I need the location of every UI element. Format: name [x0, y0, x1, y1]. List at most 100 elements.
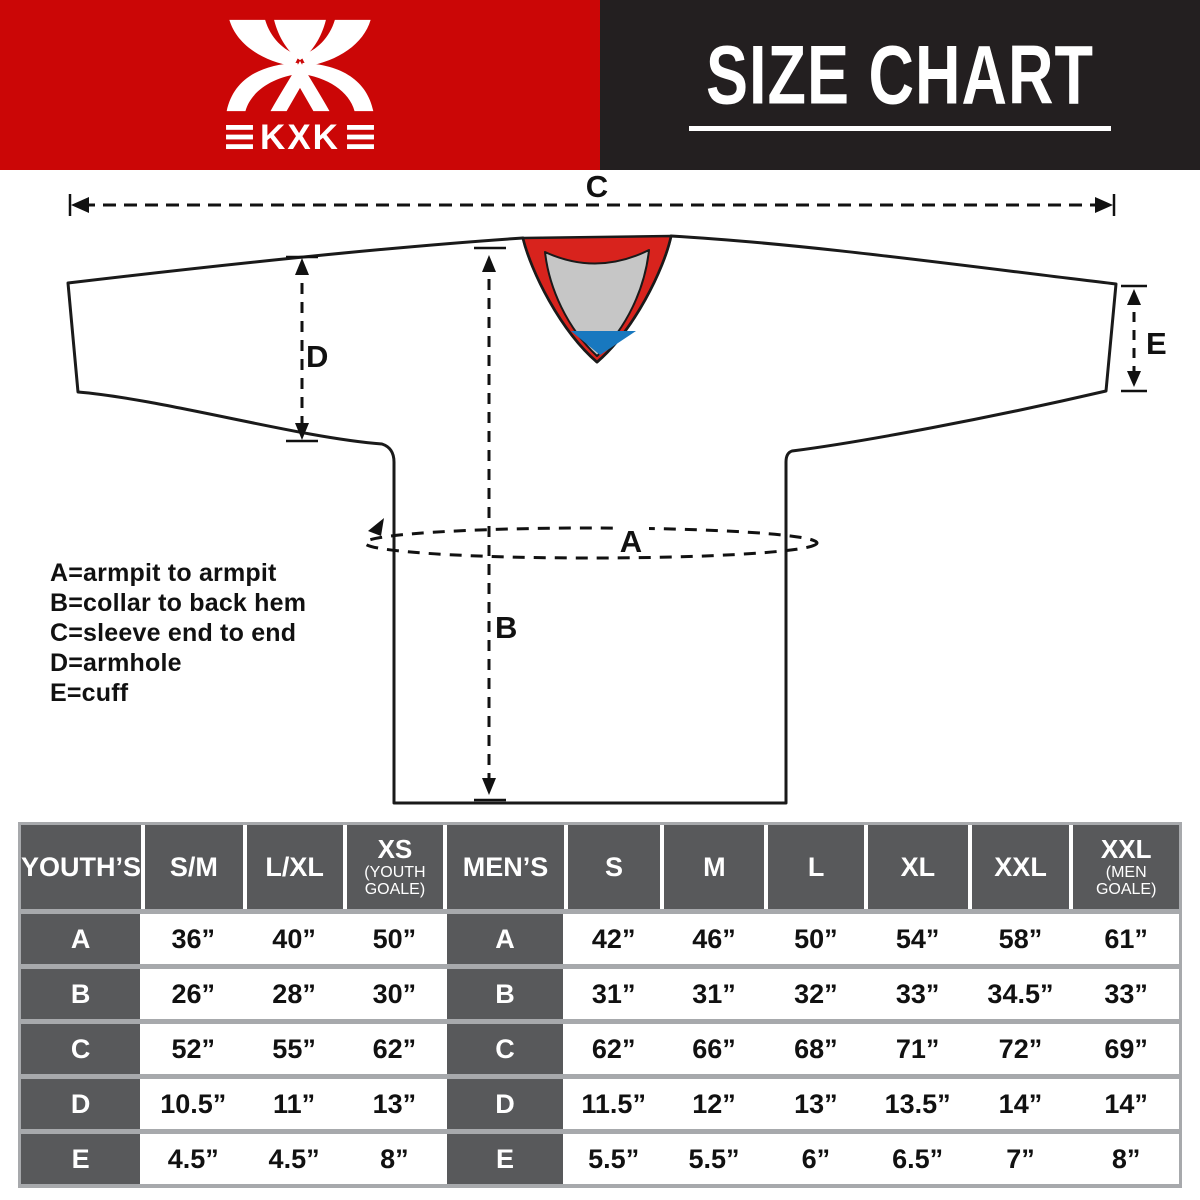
page-title: SIZE CHART: [706, 29, 1094, 122]
triple-bar-icon: [226, 124, 254, 149]
youth-goalie-label: XS: [377, 834, 413, 864]
row-key: B: [446, 969, 564, 1019]
cell: 33”: [1073, 969, 1179, 1019]
label-a-mask: [613, 522, 649, 552]
cell: 31”: [567, 969, 661, 1019]
cell: 11.5”: [567, 1079, 661, 1129]
cell: 62”: [567, 1024, 661, 1074]
cell: 54”: [867, 914, 968, 964]
cell: 13”: [346, 1079, 443, 1129]
arrowhead-ne-icon: [368, 518, 384, 536]
row-key: D: [21, 1079, 141, 1129]
arrowhead-left-icon: [71, 197, 89, 213]
row-key: D: [446, 1079, 564, 1129]
arrowhead-up-icon: [1127, 289, 1141, 305]
cell: 55”: [246, 1024, 342, 1074]
cell: 34.5”: [971, 969, 1070, 1019]
cell: 26”: [144, 969, 243, 1019]
cell: 52”: [144, 1024, 243, 1074]
kxk-emblem-icon: [226, 19, 374, 111]
cell: 8”: [346, 1134, 443, 1184]
measurement-legend: A=armpit to armpit B=collar to back hem …: [50, 558, 306, 708]
arrowhead-right-icon: [1095, 197, 1113, 213]
cell: 8”: [1073, 1134, 1179, 1184]
cell: 12”: [664, 1079, 764, 1129]
cell: 58”: [971, 914, 1070, 964]
legend-line-a: A=armpit to armpit: [50, 559, 277, 587]
cell: 4.5”: [144, 1134, 243, 1184]
men-size-xxl: XXL: [971, 825, 1070, 909]
cell: 40”: [246, 914, 342, 964]
men-goalie-sub: (MEN GOALE): [1095, 864, 1157, 898]
men-size-xl: XL: [867, 825, 968, 909]
row-key: A: [21, 914, 141, 964]
row-key: C: [446, 1024, 564, 1074]
youth-goalie-size: XS (YOUTH GOALE): [346, 825, 444, 909]
men-goalie-size: XXL (MEN GOALE): [1073, 825, 1179, 909]
cell: 30”: [346, 969, 443, 1019]
cell: 6.5”: [867, 1134, 968, 1184]
cell: 10.5”: [144, 1079, 243, 1129]
collar-point: [571, 331, 636, 355]
cell: 69”: [1073, 1024, 1179, 1074]
cell: 32”: [767, 969, 864, 1019]
arrowhead-up-icon: [482, 255, 496, 272]
cell: 50”: [767, 914, 864, 964]
measure-ticks-c: [68, 194, 1116, 216]
cell: 14”: [1073, 1079, 1179, 1129]
label-d: D: [306, 339, 328, 374]
table-header-row: YOUTH’S S/M L/XL XS (YOUTH GOALE) MEN’S …: [21, 825, 1179, 909]
table-row-a: A 36” 40” 50” A 42” 46” 50” 54” 58” 61”: [21, 914, 1179, 964]
men-size-s: S: [567, 825, 661, 909]
cell: 68”: [767, 1024, 864, 1074]
table-row-b: B 26” 28” 30” B 31” 31” 32” 33” 34.5” 33…: [21, 969, 1179, 1019]
row-key: B: [21, 969, 141, 1019]
top-banner: KXK SIZE CHART: [0, 0, 1200, 170]
cell: 46”: [664, 914, 764, 964]
row-key: E: [446, 1134, 564, 1184]
youth-header-cell: YOUTH’S: [21, 825, 142, 909]
cell: 61”: [1073, 914, 1179, 964]
measure-ellipse-a: [363, 526, 819, 560]
title-panel: SIZE CHART: [600, 0, 1200, 170]
measure-ticks-b: [474, 246, 506, 802]
youth-goalie-sub: (YOUTH GOALE): [364, 864, 426, 898]
cell: 7”: [971, 1134, 1070, 1184]
table-row-c: C 52” 55” 62” C 62” 66” 68” 71” 72” 69”: [21, 1024, 1179, 1074]
row-key: E: [21, 1134, 141, 1184]
cell: 28”: [246, 969, 342, 1019]
cell: 5.5”: [664, 1134, 764, 1184]
collar-inner: [544, 249, 650, 357]
brand-panel: KXK: [0, 0, 600, 170]
arrowhead-down-icon: [1127, 371, 1141, 387]
cell: 42”: [567, 914, 661, 964]
label-a: A: [620, 524, 642, 559]
legend-line-c: C=sleeve end to end: [50, 619, 297, 647]
row-key: A: [446, 914, 564, 964]
measure-ticks-e: [1121, 284, 1147, 393]
brand-text: KXK: [260, 117, 340, 157]
jersey-measurement-diagram: C D B E: [0, 170, 1200, 822]
label-b: B: [495, 610, 517, 645]
table-row-e: E 4.5” 4.5” 8” E 5.5” 5.5” 6” 6.5” 7” 8”: [21, 1134, 1179, 1184]
cell: 33”: [867, 969, 968, 1019]
title-underline: [689, 125, 1111, 131]
cell: 36”: [144, 914, 243, 964]
arrowhead-down-icon: [482, 778, 496, 795]
men-goalie-label: XXL: [1100, 834, 1152, 864]
brand-wordmark: KXK: [226, 120, 374, 155]
jersey-diagram-svg: C D B E: [66, 170, 1167, 805]
label-c: C: [586, 170, 608, 204]
cell: 31”: [664, 969, 764, 1019]
cell: 11”: [246, 1079, 342, 1129]
legend-line-d: D=armhole: [50, 649, 182, 677]
youth-size-lxl: L/XL: [246, 825, 343, 909]
men-size-m: M: [664, 825, 765, 909]
cell: 4.5”: [246, 1134, 342, 1184]
cell: 66”: [664, 1024, 764, 1074]
table-row-d: D 10.5” 11” 13” D 11.5” 12” 13” 13.5” 14…: [21, 1079, 1179, 1129]
cell: 13”: [767, 1079, 864, 1129]
men-header-cell: MEN’S: [447, 825, 564, 909]
youth-size-sm: S/M: [145, 825, 243, 909]
cell: 14”: [971, 1079, 1070, 1129]
